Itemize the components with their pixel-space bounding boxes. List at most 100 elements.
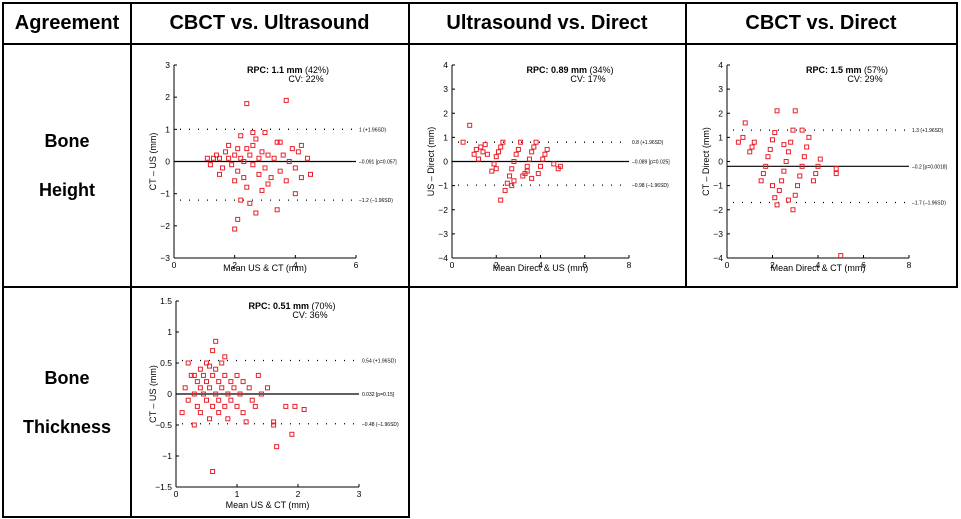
scatter-point (298, 175, 304, 181)
scatter-point (776, 187, 782, 193)
scatter-point (304, 155, 310, 161)
header-col-cbct-direct: CBCT vs. Direct (745, 12, 897, 34)
scatter-point (204, 155, 210, 161)
mean-line-label: –0.2 [p=0.0018] (912, 164, 948, 170)
scatter-point (259, 149, 265, 155)
table-border-col1 (130, 2, 132, 518)
x-tick-label: 8 (627, 260, 632, 270)
scatter-point (197, 385, 203, 391)
scatter-point (544, 146, 550, 152)
scatter-point (774, 108, 780, 114)
y-tick-label: 1 (443, 132, 448, 142)
scatter-point (220, 165, 226, 171)
scatter-point (240, 379, 246, 385)
scatter-point (234, 372, 240, 378)
scatter-point (785, 197, 791, 203)
scatter-point (217, 155, 222, 161)
y-tick-label: 3 (718, 84, 723, 94)
scatter-point (833, 166, 839, 172)
scatter-point (495, 149, 501, 155)
scatter-point (767, 146, 773, 152)
scatter-point (225, 416, 231, 422)
scatter-point (801, 154, 807, 160)
scatter-point (542, 151, 548, 157)
x-tick-label: 2 (770, 260, 775, 270)
rpc-annotation: RPC: 1.1 mm (42%) (247, 65, 329, 75)
scatter-point (226, 142, 232, 148)
y-tick-label: −0.5 (155, 420, 172, 430)
x-tick-label: 0 (725, 260, 730, 270)
scatter-point (280, 152, 286, 158)
scatter-point (247, 152, 253, 158)
y-tick-label: 1.5 (160, 296, 172, 306)
scatter-point (274, 139, 280, 145)
scatter-point (210, 155, 216, 161)
scatter-point (179, 410, 185, 416)
scatter-point (498, 144, 504, 150)
x-tick-label: 0 (172, 260, 177, 270)
y-tick-label: 0 (165, 157, 170, 167)
scatter-point (500, 139, 506, 145)
y-tick-label: 1 (167, 327, 172, 337)
y-axis-label: CT – US (mm) (148, 133, 158, 191)
y-tick-label: −1 (713, 181, 723, 191)
mean-line-label: –0.089 [p=0.025] (632, 160, 670, 166)
x-tick-label: 2 (296, 489, 301, 499)
x-tick-label: 4 (538, 260, 543, 270)
scatter-point (246, 385, 252, 391)
x-axis-label: Mean US & CT (mm) (223, 263, 307, 273)
row-label-line1: Bone (44, 367, 90, 388)
row-label-line1: Bone (44, 130, 90, 151)
scatter-point (838, 253, 844, 259)
scatter-point (194, 403, 200, 409)
row-label-line2: Height (39, 179, 95, 200)
rpc-percent: (70%) (312, 301, 336, 311)
scatter-point (197, 410, 203, 416)
header-col-cbct-us: CBCT vs. Ultrasound (169, 12, 370, 34)
cv-annotation: CV: 29% (847, 74, 882, 84)
scatter-point (518, 139, 524, 145)
scatter-point (502, 187, 508, 193)
scatter-point (185, 397, 191, 403)
scatter-point (533, 139, 539, 145)
scatter-point (274, 207, 280, 213)
scatter-point (238, 133, 244, 139)
y-tick-label: 4 (443, 60, 448, 70)
scatter-point (250, 162, 256, 168)
x-tick-label: 4 (816, 260, 821, 270)
x-tick-label: 6 (582, 260, 587, 270)
y-tick-label: 1 (165, 124, 170, 134)
scatter-point (207, 416, 213, 422)
x-tick-label: 0 (174, 489, 179, 499)
scatter-point (268, 175, 274, 181)
scatter-point (228, 379, 234, 385)
scatter-point (210, 372, 216, 378)
scatter-point (772, 195, 778, 201)
scatter-point (226, 155, 232, 161)
scatter-point (232, 226, 238, 232)
scatter-point (241, 159, 247, 164)
scatter-point (191, 372, 197, 378)
scatter-point (234, 403, 240, 409)
scatter-point (298, 142, 304, 148)
scatter-point (241, 175, 247, 181)
scatter-point (265, 385, 270, 391)
scatter-point (217, 171, 222, 177)
scatter-point (197, 366, 203, 372)
rpc-label: RPC: (806, 65, 831, 75)
scatter-point (247, 200, 253, 206)
y-tick-label: 0 (718, 157, 723, 167)
scatter-point (763, 163, 769, 169)
scatter-point (244, 101, 250, 107)
scatter-point (283, 178, 289, 184)
scatter-point (289, 431, 295, 437)
lower-limit-label: –0.98 (–1.96SD) (632, 183, 669, 189)
scatter-point (250, 130, 256, 136)
rpc-annotation: RPC: 1.5 mm (57%) (806, 65, 888, 75)
mean-line-label: 0.032 [p=0.15] (362, 392, 395, 398)
y-tick-label: −1 (438, 181, 448, 191)
rpc-annotation: RPC: 0.51 mm (70%) (248, 301, 335, 311)
scatter-point (185, 360, 191, 366)
scatter-point (788, 139, 794, 145)
scatter-point (235, 168, 241, 174)
